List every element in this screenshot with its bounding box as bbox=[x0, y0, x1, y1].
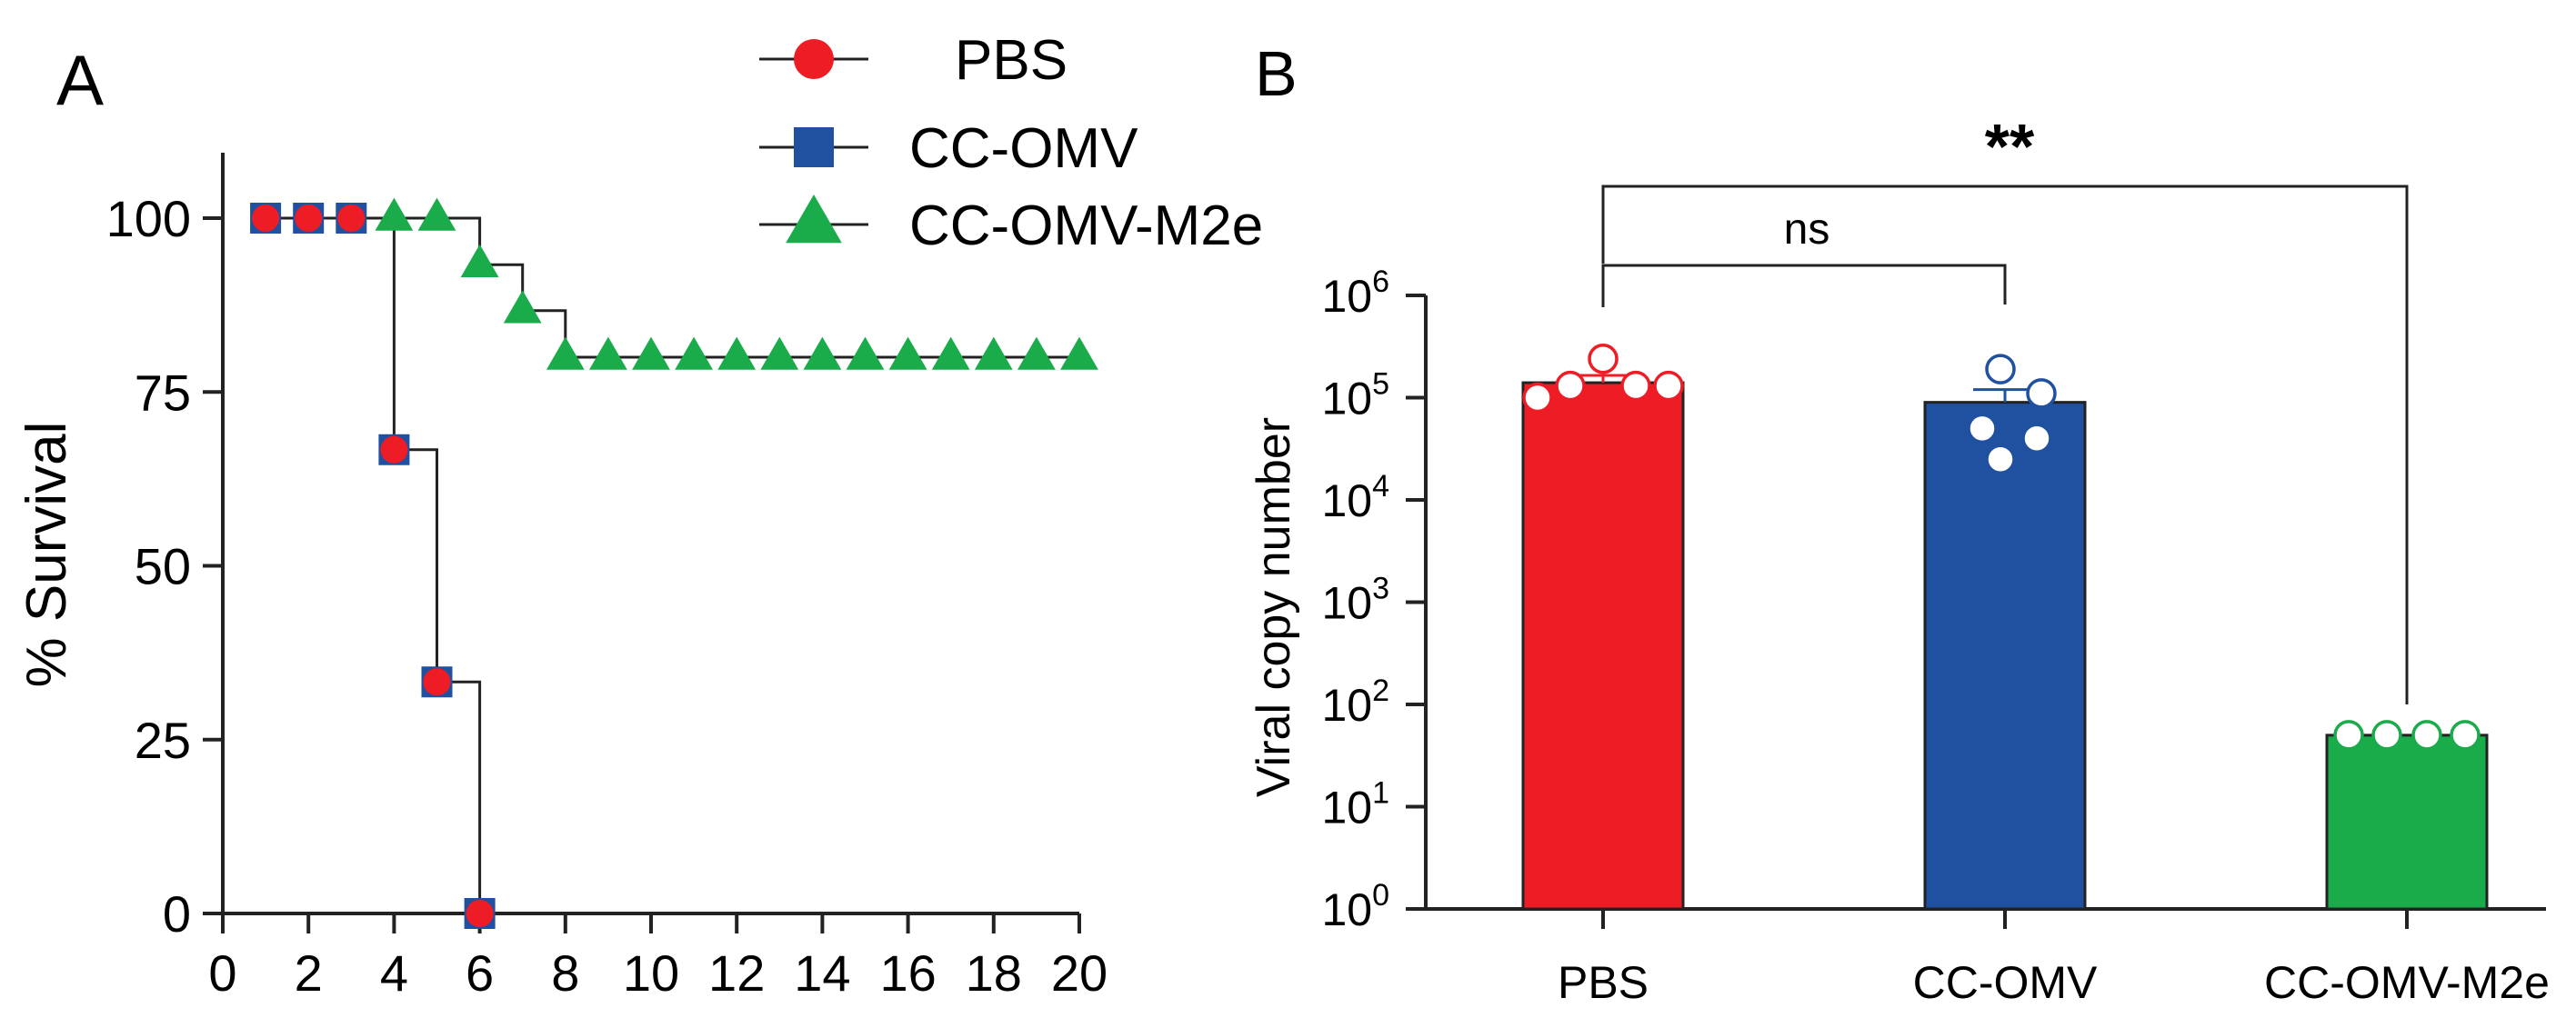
panel-a-y-tick-label: 25 bbox=[135, 712, 191, 769]
panel-b-y-tick-label: 105 bbox=[1321, 367, 1389, 424]
panel-a-cc-omv-m2e-marker bbox=[888, 336, 927, 370]
panel-a-x-tick-label: 8 bbox=[551, 944, 579, 1002]
panel-a-x-tick-label: 14 bbox=[794, 944, 850, 1002]
panel-a-cc-omv-m2e-marker bbox=[931, 336, 970, 370]
panel-b-point-cc-omv bbox=[1985, 354, 2016, 384]
panel-a-pbs-marker bbox=[252, 205, 280, 232]
panel-a-pbs-survival-line bbox=[266, 216, 482, 913]
panel-b-point-pbs bbox=[1555, 370, 1586, 402]
panel-a-x-tick-label: 16 bbox=[879, 944, 936, 1002]
panel-a-cc-omv-m2e-marker bbox=[503, 290, 542, 324]
panel-a-y-tick-label: 50 bbox=[135, 538, 191, 595]
panel-b-point-cc-omv bbox=[2021, 423, 2052, 454]
panel-b-bar-cc-omv bbox=[1923, 401, 2087, 911]
panel-a-x-tick-label: 6 bbox=[466, 944, 494, 1002]
panel-a-pbs-marker bbox=[295, 205, 323, 232]
panel-a-cc-omv-m2e-marker bbox=[375, 197, 414, 231]
panel-a-y-tick-label: 75 bbox=[135, 364, 191, 421]
legend-label-cc-omv: CC-OMV bbox=[909, 117, 1138, 180]
panel-b-significance-label: ns bbox=[1784, 205, 1830, 254]
panel-a-pbs-marker bbox=[337, 205, 366, 232]
legend-marker-cc-omv bbox=[794, 127, 834, 167]
legend-marker-cc-omv-m2e bbox=[786, 195, 842, 244]
panel-a-cc-omv-m2e-marker bbox=[675, 336, 713, 370]
panel-a-cc-omv-m2e-marker bbox=[803, 336, 842, 370]
panel-b-significance-label: ** bbox=[1985, 111, 2035, 182]
panel-a-x-tick-label: 10 bbox=[623, 944, 679, 1002]
panel-a-y-tick-label: 100 bbox=[106, 190, 191, 247]
panel-b-y-tick-label: 103 bbox=[1321, 572, 1389, 629]
panel-a-x-tick-label: 20 bbox=[1051, 944, 1108, 1002]
panel-b-y-tick-label: 104 bbox=[1321, 469, 1389, 526]
panel-b-label: B bbox=[1255, 38, 1298, 109]
legend-marker-pbs bbox=[794, 39, 834, 79]
panel-b-bar-cc-omv-m2e bbox=[2325, 734, 2489, 911]
panel-a-x-tick-label: 2 bbox=[295, 944, 323, 1002]
panel-a-y-axis-title: % Survival bbox=[15, 422, 78, 688]
panel-a-label: A bbox=[56, 40, 104, 120]
panel-a-y-tick-label: 0 bbox=[163, 885, 191, 943]
panel-b-point-cc-omv-m2e bbox=[2450, 720, 2481, 751]
panel-b-point-cc-omv bbox=[1985, 444, 2016, 474]
panel-b-comparison-bracket bbox=[1601, 185, 2409, 704]
panel-b-y-axis-title: Viral copy number bbox=[1248, 417, 1300, 797]
panel-a-cc-omv-m2e-marker bbox=[632, 336, 670, 370]
panel-a-pbs-marker bbox=[423, 668, 451, 696]
panel-a-x-tick-label: 18 bbox=[966, 944, 1022, 1002]
panel-b-x-tick-label: CC-OMV-M2e bbox=[2264, 957, 2550, 1008]
panel-b-y-tick-label: 102 bbox=[1321, 674, 1389, 731]
panel-a-cc-omv-m2e-marker bbox=[589, 336, 627, 370]
panel-a-cc-omv-m2e-marker bbox=[417, 197, 456, 231]
panel-a-x-tick-label: 0 bbox=[208, 944, 236, 1002]
legend-label-pbs: PBS bbox=[955, 29, 1067, 92]
panel-a-survival-chart: A % Survival 0 2 4 6 8 10 12 14 16 18 20 0 25 50 75 100… bbox=[15, 29, 1263, 1002]
panel-a-cc-omv-m2e-marker bbox=[546, 336, 585, 370]
panel-b-x-tick-label: CC-OMV bbox=[1913, 957, 2098, 1008]
panel-a-pbs-marker bbox=[380, 435, 408, 464]
panel-b-point-cc-omv-m2e bbox=[2411, 720, 2442, 751]
legend-label-cc-omv-m2e: CC-OMV-M2e bbox=[909, 195, 1263, 257]
panel-b-point-pbs bbox=[1653, 370, 1684, 402]
panel-a-cc-omv-m2e-marker bbox=[760, 336, 799, 370]
panel-b-x-tick-label: PBS bbox=[1558, 957, 1649, 1008]
panel-a-cc-omv-m2e-marker bbox=[1060, 336, 1098, 370]
panel-a-cc-omv-m2e-marker bbox=[1017, 336, 1056, 370]
panel-b-point-pbs bbox=[1620, 370, 1651, 402]
panel-b-bar-pbs bbox=[1521, 381, 1685, 911]
panel-a-cc-omv-m2e-marker bbox=[717, 336, 757, 370]
panel-a-cc-omv-m2e-marker bbox=[846, 336, 885, 370]
panel-b-viral-copy-chart: B Viral copy number 100 101 102 103 104 105 10… bbox=[1248, 38, 2550, 1008]
panel-b-point-cc-omv-m2e bbox=[2371, 720, 2402, 751]
panel-a-x-tick-label: 4 bbox=[380, 944, 408, 1002]
panel-a-cc-omv-m2e-marker bbox=[974, 336, 1013, 370]
panel-a-x-tick-label: 12 bbox=[708, 944, 765, 1002]
panel-a-pbs-marker bbox=[466, 900, 494, 927]
panel-b-comparison-bracket bbox=[1601, 264, 2007, 307]
panel-b-y-tick-label: 101 bbox=[1321, 776, 1389, 833]
panel-b-point-pbs bbox=[1522, 382, 1553, 414]
panel-b-point-pbs bbox=[1588, 343, 1619, 374]
panel-b-point-cc-omv-m2e bbox=[2333, 720, 2364, 751]
panel-a-cc-omv-m2e-marker bbox=[460, 244, 499, 277]
panel-b-point-cc-omv bbox=[1967, 413, 1998, 444]
panel-b-y-tick-label: 100 bbox=[1321, 878, 1389, 935]
panel-b-y-tick-label: 106 bbox=[1321, 264, 1389, 322]
panel-b-point-cc-omv bbox=[2026, 378, 2057, 409]
